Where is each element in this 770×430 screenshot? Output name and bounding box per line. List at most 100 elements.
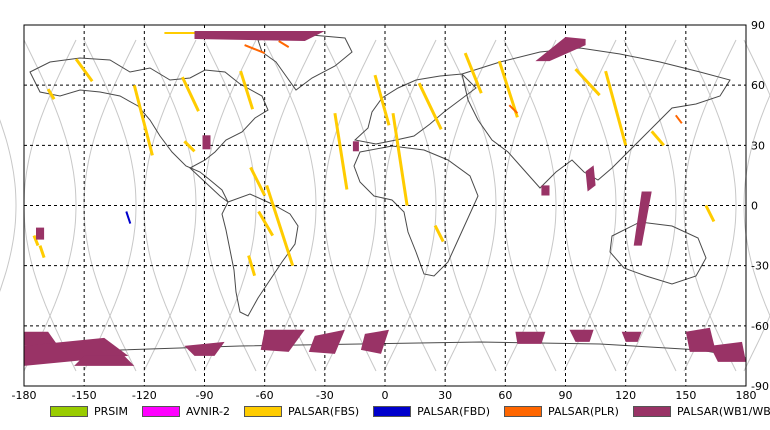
legend-label-palsar-fbs: PALSAR(FBS) <box>287 404 360 418</box>
wb-swath <box>541 185 550 196</box>
legend-item-prsim: PRSIM <box>50 405 128 418</box>
wb-swath <box>202 135 211 150</box>
legend-swatch-avnir2 <box>142 405 180 417</box>
fbs-swath <box>247 255 257 277</box>
fbs-swath <box>74 58 94 83</box>
south-america-coast <box>221 193 299 317</box>
fbs-swath <box>604 70 628 146</box>
legend-label-avnir2: AVNIR-2 <box>186 404 230 418</box>
lat-tick-label: 90 <box>751 19 765 32</box>
legend-label-palsar-wb: PALSAR(WB1/WB2) <box>676 404 770 418</box>
legend-swatch-prsim <box>50 405 88 417</box>
australia-coast <box>609 221 707 285</box>
wb-swath <box>24 337 129 366</box>
asia-coast <box>461 47 731 189</box>
wb-swath <box>308 329 345 354</box>
lon-tick-label: 60 <box>498 389 512 402</box>
fbs-swath <box>650 130 665 147</box>
fbs-swath <box>257 210 274 237</box>
fbs-swath <box>497 60 519 118</box>
fbs-swath <box>265 184 295 267</box>
north-america-coast <box>29 57 269 203</box>
legend-item-avnir2: AVNIR-2 <box>142 405 230 418</box>
wb-swath <box>621 331 642 342</box>
fbs-swath <box>391 112 409 206</box>
coastlines <box>23 33 747 363</box>
fbs-swath <box>433 224 445 243</box>
fbs-swath <box>32 235 40 247</box>
lat-tick-label: 60 <box>751 79 765 92</box>
legend-swatch-palsar-fbs <box>243 405 282 417</box>
lon-tick-label: -60 <box>256 389 274 402</box>
legend-item-palsar-fbd: PALSAR(FBD) <box>373 405 490 418</box>
plr-swath <box>675 114 683 124</box>
longitude-labels: -180 -150 -120 -90 -60 -30 0 30 60 90 120 150 180 <box>12 389 757 402</box>
plr-swath <box>508 104 519 114</box>
wb-swath <box>360 329 389 354</box>
plr-swath <box>244 44 266 55</box>
lon-tick-label: -120 <box>132 389 157 402</box>
wb-swath <box>569 329 594 342</box>
latitude-labels: 90 60 30 0 -30 -60 -90 <box>751 19 769 393</box>
wb-swath <box>535 37 586 62</box>
lat-lon-grid <box>24 25 746 386</box>
fbs-swath <box>574 68 601 97</box>
wb-swath <box>585 165 596 192</box>
legend-item-palsar-fbs: PALSAR(FBS) <box>243 404 360 418</box>
lon-tick-label: 90 <box>559 389 573 402</box>
fbs-swath <box>249 166 267 197</box>
wb-swath <box>260 329 305 352</box>
fbs-swath <box>132 84 154 156</box>
lon-tick-label: 0 <box>382 389 389 402</box>
lat-tick-label: -60 <box>751 320 769 333</box>
wb-swath <box>709 341 746 362</box>
legend-label-prsim: PRSIM <box>94 404 128 418</box>
fbs-swath <box>239 70 255 110</box>
lon-tick-label: -180 <box>12 389 37 402</box>
coverage-swaths <box>24 31 746 366</box>
lon-tick-label: -30 <box>316 389 334 402</box>
wb-swath <box>36 227 45 240</box>
lat-tick-label: -30 <box>751 260 769 273</box>
fbs-swath <box>333 112 349 190</box>
legend-item-palsar-plr: PALSAR(PLR) <box>504 405 619 418</box>
wb-swath <box>194 31 325 41</box>
wb-swath <box>633 191 652 246</box>
fbs-swath <box>183 140 196 153</box>
map-frame <box>23 24 747 387</box>
lon-tick-label: 120 <box>615 389 636 402</box>
lon-tick-label: -150 <box>72 389 97 402</box>
fbs-swath <box>38 245 46 259</box>
legend-swatch-palsar-plr <box>504 405 543 417</box>
plr-swath <box>278 40 290 48</box>
legend: PRSIM AVNIR-2 PALSAR(FBS) PALSAR(FBD) PA… <box>50 402 770 420</box>
lon-tick-label: 30 <box>438 389 452 402</box>
lat-tick-label: 0 <box>751 200 758 213</box>
lon-tick-label: -90 <box>196 389 214 402</box>
fbs-swath <box>704 204 716 223</box>
wb-swath <box>515 331 546 344</box>
greenland-coast <box>257 33 353 91</box>
lon-tick-label: 180 <box>736 389 757 402</box>
wb-swath <box>352 141 359 152</box>
wb-swath <box>685 327 716 352</box>
wb-swath <box>184 341 225 356</box>
orbit-track <box>0 119 17 292</box>
legend-swatch-palsar-wb <box>632 405 671 417</box>
legend-swatch-palsar-fbd <box>373 405 412 417</box>
legend-label-palsar-fbd: PALSAR(FBD) <box>417 404 491 418</box>
legend-label-palsar-plr: PALSAR(PLR) <box>548 404 619 418</box>
fbs-swath <box>373 74 391 126</box>
fbs-swath <box>46 88 56 100</box>
antarctica-coast <box>23 341 747 363</box>
lon-tick-label: 150 <box>675 389 696 402</box>
legend-item-palsar-wb: PALSAR(WB1/WB2) <box>632 404 770 418</box>
fbs-swath <box>181 76 200 112</box>
wb-swath <box>24 331 59 346</box>
lat-tick-label: -90 <box>751 380 769 393</box>
fbs-swath <box>463 52 483 94</box>
wb-swath <box>74 355 135 366</box>
africa-coast <box>353 145 479 277</box>
lat-tick-label: 30 <box>751 139 765 152</box>
